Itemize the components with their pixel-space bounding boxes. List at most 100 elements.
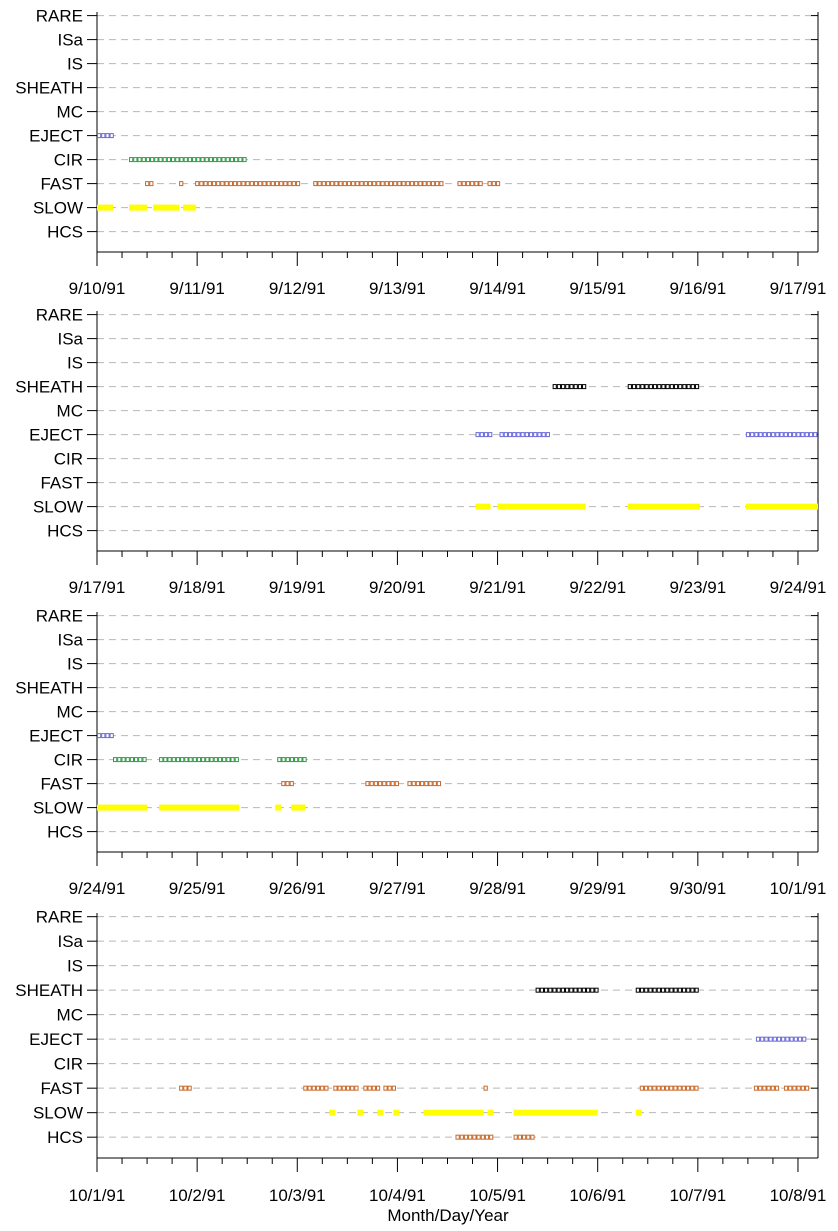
x-tick-label: 10/4/91 xyxy=(369,1186,426,1205)
segment-slow xyxy=(475,503,491,510)
segment-marker xyxy=(289,781,294,787)
segment-marker xyxy=(355,181,360,187)
segment-marker xyxy=(179,1085,184,1091)
segment-marker xyxy=(163,757,168,763)
segment-marker xyxy=(294,757,299,763)
segment-marker xyxy=(211,181,217,187)
y-tick-label: EJECT xyxy=(29,127,83,146)
y-tick-label: CIR xyxy=(54,450,83,469)
segment-marker xyxy=(359,181,364,187)
x-tick-label: 10/1/91 xyxy=(770,879,827,898)
segment-marker xyxy=(657,384,662,390)
segment-marker xyxy=(771,432,776,438)
segment-marker xyxy=(229,157,235,163)
y-tick-label: IS xyxy=(67,957,83,976)
segment-slow xyxy=(129,204,148,211)
segment-marker xyxy=(274,181,280,187)
segment-marker xyxy=(590,987,595,993)
segment-marker xyxy=(183,157,188,163)
segment-marker xyxy=(373,781,378,787)
segment-marker xyxy=(213,757,218,763)
x-tick-label: 9/17/91 xyxy=(770,279,827,298)
segment-marker xyxy=(468,1134,473,1140)
segment-marker xyxy=(685,1085,691,1091)
x-tick-label: 10/5/91 xyxy=(469,1186,526,1205)
segment-marker xyxy=(313,181,318,187)
x-tick-label: 9/10/91 xyxy=(69,279,126,298)
segment-marker xyxy=(552,384,557,390)
x-tick-label: 9/19/91 xyxy=(269,578,326,597)
segment-marker xyxy=(762,432,767,438)
segment-marker xyxy=(533,432,538,438)
y-tick-label: EJECT xyxy=(29,1030,83,1049)
segment-marker xyxy=(775,432,780,438)
x-tick-label: 9/26/91 xyxy=(269,879,326,898)
segment-marker xyxy=(414,181,419,187)
panel-1: RARE ISa IS SHEATH MC EJECT CIR FAST SLOW HCS 9/10… xyxy=(15,7,826,298)
segment-marker xyxy=(432,781,437,787)
x-tick-label: 10/3/91 xyxy=(269,1186,326,1205)
segment-marker xyxy=(245,181,250,187)
y-tick-label: EJECT xyxy=(29,727,83,746)
segment-marker xyxy=(97,133,102,139)
segment-marker xyxy=(149,181,154,187)
segment-marker xyxy=(665,384,670,390)
segment-marker xyxy=(690,987,695,993)
x-tick-label: 10/2/91 xyxy=(169,1186,226,1205)
segment-marker xyxy=(221,157,226,163)
segment-marker xyxy=(230,757,235,763)
segment-fast xyxy=(753,1085,780,1091)
y-tick-label: IS xyxy=(67,55,83,74)
y-tick-label: ISa xyxy=(57,330,83,349)
segment-marker xyxy=(217,157,222,163)
segment-marker xyxy=(281,757,286,763)
segment-marker xyxy=(341,1085,346,1091)
segment-eject xyxy=(755,1036,807,1042)
panel-2: RARE ISa IS SHEATH MC EJECT CIR FAST SLOW HCS 9/17… xyxy=(15,306,826,597)
segment-marker xyxy=(516,432,521,438)
segment-marker xyxy=(109,133,114,139)
segment-slow xyxy=(513,1109,598,1116)
segment-marker xyxy=(179,157,184,163)
segment-marker xyxy=(150,157,155,163)
segment-marker xyxy=(513,1134,518,1140)
segment-marker xyxy=(581,987,587,993)
segment-marker xyxy=(129,157,134,163)
segment-marker xyxy=(643,1085,649,1091)
segment-marker xyxy=(105,133,110,139)
y-tick-label: RARE xyxy=(36,908,83,927)
segment-fast xyxy=(145,181,154,187)
segment-marker xyxy=(241,181,246,187)
y-tick-label: IS xyxy=(67,655,83,674)
segment-marker xyxy=(184,757,189,763)
segment-marker xyxy=(665,987,670,993)
x-tick-label: 10/6/91 xyxy=(569,1186,626,1205)
segment-marker xyxy=(420,781,425,787)
x-tick-label: 9/20/91 xyxy=(369,578,426,597)
segment-fast xyxy=(487,181,501,187)
segment-marker xyxy=(428,781,433,787)
segment-marker xyxy=(457,181,462,187)
segment-sheath xyxy=(552,384,587,390)
segment-marker xyxy=(201,757,206,763)
segment-marker xyxy=(548,987,553,993)
segment-slow xyxy=(329,1109,336,1116)
segment-marker xyxy=(253,181,259,187)
segment-marker xyxy=(315,1085,321,1091)
segment-marker xyxy=(682,384,687,390)
segment-marker xyxy=(673,1085,678,1091)
segment-marker xyxy=(586,987,591,993)
segment-fast xyxy=(313,181,444,187)
segment-marker xyxy=(463,1134,469,1140)
segment-marker xyxy=(121,757,126,763)
segment-marker xyxy=(517,1134,522,1140)
segment-marker xyxy=(350,1085,355,1091)
segment-marker xyxy=(354,1085,359,1091)
segment-slow xyxy=(497,503,586,510)
segment-marker xyxy=(232,181,238,187)
segment-marker xyxy=(192,157,197,163)
segment-marker xyxy=(138,757,143,763)
segment-marker xyxy=(503,432,508,438)
segment-marker xyxy=(673,987,678,993)
